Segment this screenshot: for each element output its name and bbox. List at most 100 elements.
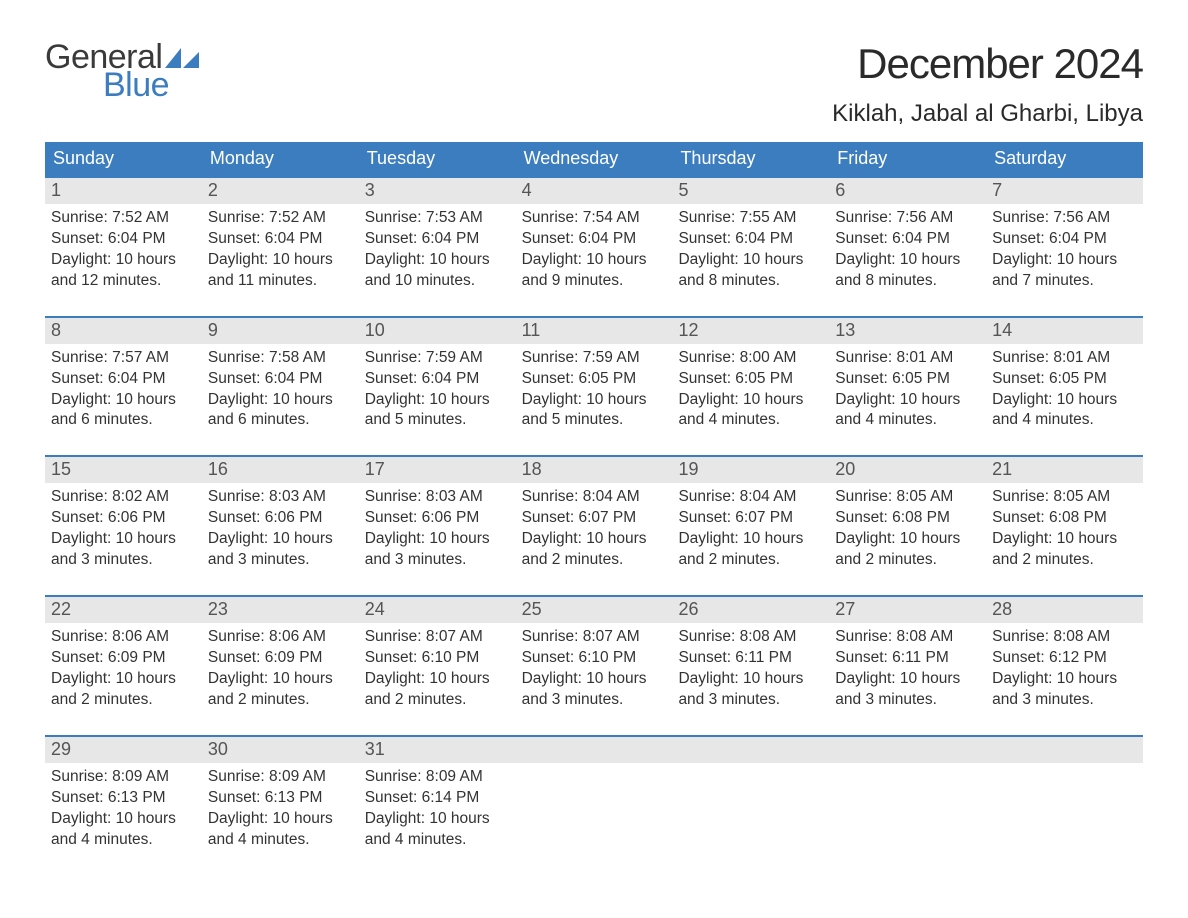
- calendar-day: 31Sunrise: 8:09 AMSunset: 6:14 PMDayligh…: [359, 737, 516, 857]
- day-body: Sunrise: 7:52 AMSunset: 6:04 PMDaylight:…: [45, 204, 202, 298]
- day-number-row: 11: [516, 318, 673, 344]
- day-number-row: 16: [202, 457, 359, 483]
- day-number: 6: [829, 178, 986, 204]
- day-daylight1: Daylight: 10 hours: [51, 809, 196, 830]
- calendar-day: 29Sunrise: 8:09 AMSunset: 6:13 PMDayligh…: [45, 737, 202, 857]
- day-sunset: Sunset: 6:04 PM: [365, 229, 510, 250]
- day-daylight2: and 6 minutes.: [51, 410, 196, 431]
- day-daylight2: and 4 minutes.: [365, 830, 510, 851]
- day-number-row: 24: [359, 597, 516, 623]
- day-daylight1: Daylight: 10 hours: [522, 529, 667, 550]
- day-daylight1: Daylight: 10 hours: [992, 390, 1137, 411]
- day-daylight2: and 4 minutes.: [678, 410, 823, 431]
- day-sunrise: Sunrise: 8:06 AM: [51, 627, 196, 648]
- day-number: 17: [359, 457, 516, 483]
- day-daylight2: and 5 minutes.: [365, 410, 510, 431]
- calendar-day: 14Sunrise: 8:01 AMSunset: 6:05 PMDayligh…: [986, 318, 1143, 438]
- day-number-row: 6: [829, 178, 986, 204]
- day-daylight1: Daylight: 10 hours: [678, 669, 823, 690]
- day-number-row: 25: [516, 597, 673, 623]
- day-sunrise: Sunrise: 8:09 AM: [51, 767, 196, 788]
- day-number: 29: [45, 737, 202, 763]
- day-number-row: 20: [829, 457, 986, 483]
- day-sunset: Sunset: 6:04 PM: [51, 369, 196, 390]
- day-daylight1: Daylight: 10 hours: [365, 250, 510, 271]
- calendar-day: 0: [986, 737, 1143, 857]
- calendar-day: 3Sunrise: 7:53 AMSunset: 6:04 PMDaylight…: [359, 178, 516, 298]
- day-number: 4: [516, 178, 673, 204]
- calendar-day: 13Sunrise: 8:01 AMSunset: 6:05 PMDayligh…: [829, 318, 986, 438]
- day-number: 2: [202, 178, 359, 204]
- day-sunrise: Sunrise: 8:01 AM: [992, 348, 1137, 369]
- day-number: 5: [672, 178, 829, 204]
- calendar-day: 25Sunrise: 8:07 AMSunset: 6:10 PMDayligh…: [516, 597, 673, 717]
- day-body: Sunrise: 8:05 AMSunset: 6:08 PMDaylight:…: [986, 483, 1143, 577]
- dow-monday: Monday: [202, 142, 359, 176]
- dow-saturday: Saturday: [986, 142, 1143, 176]
- calendar-day: 19Sunrise: 8:04 AMSunset: 6:07 PMDayligh…: [672, 457, 829, 577]
- calendar-day: 20Sunrise: 8:05 AMSunset: 6:08 PMDayligh…: [829, 457, 986, 577]
- day-sunset: Sunset: 6:04 PM: [365, 369, 510, 390]
- day-daylight1: Daylight: 10 hours: [522, 669, 667, 690]
- day-body: Sunrise: 8:01 AMSunset: 6:05 PMDaylight:…: [829, 344, 986, 438]
- day-sunrise: Sunrise: 8:03 AM: [208, 487, 353, 508]
- calendar-week: 1Sunrise: 7:52 AMSunset: 6:04 PMDaylight…: [45, 176, 1143, 298]
- calendar-day: 11Sunrise: 7:59 AMSunset: 6:05 PMDayligh…: [516, 318, 673, 438]
- day-sunset: Sunset: 6:04 PM: [51, 229, 196, 250]
- day-daylight2: and 3 minutes.: [208, 550, 353, 571]
- day-body: Sunrise: 8:08 AMSunset: 6:11 PMDaylight:…: [672, 623, 829, 717]
- day-daylight1: Daylight: 10 hours: [678, 390, 823, 411]
- day-sunset: Sunset: 6:13 PM: [208, 788, 353, 809]
- day-sunrise: Sunrise: 7:53 AM: [365, 208, 510, 229]
- day-number: 11: [516, 318, 673, 344]
- day-body: Sunrise: 8:08 AMSunset: 6:11 PMDaylight:…: [829, 623, 986, 717]
- day-number: 13: [829, 318, 986, 344]
- day-body: Sunrise: 8:07 AMSunset: 6:10 PMDaylight:…: [359, 623, 516, 717]
- day-sunrise: Sunrise: 7:55 AM: [678, 208, 823, 229]
- day-daylight2: and 9 minutes.: [522, 271, 667, 292]
- day-sunset: Sunset: 6:08 PM: [835, 508, 980, 529]
- day-body: Sunrise: 7:59 AMSunset: 6:04 PMDaylight:…: [359, 344, 516, 438]
- day-sunrise: Sunrise: 8:05 AM: [835, 487, 980, 508]
- brand-logo: General Blue: [45, 40, 199, 102]
- calendar-day: 6Sunrise: 7:56 AMSunset: 6:04 PMDaylight…: [829, 178, 986, 298]
- calendar-day: 22Sunrise: 8:06 AMSunset: 6:09 PMDayligh…: [45, 597, 202, 717]
- day-number: 1: [45, 178, 202, 204]
- day-sunset: Sunset: 6:05 PM: [992, 369, 1137, 390]
- day-daylight2: and 3 minutes.: [522, 690, 667, 711]
- day-daylight2: and 4 minutes.: [208, 830, 353, 851]
- day-sunset: Sunset: 6:11 PM: [678, 648, 823, 669]
- day-body: Sunrise: 7:59 AMSunset: 6:05 PMDaylight:…: [516, 344, 673, 438]
- day-daylight2: and 2 minutes.: [522, 550, 667, 571]
- day-daylight1: Daylight: 10 hours: [522, 250, 667, 271]
- day-daylight1: Daylight: 10 hours: [992, 250, 1137, 271]
- dow-thursday: Thursday: [672, 142, 829, 176]
- calendar-week: 15Sunrise: 8:02 AMSunset: 6:06 PMDayligh…: [45, 455, 1143, 577]
- day-number-row: 15: [45, 457, 202, 483]
- day-number: 20: [829, 457, 986, 483]
- day-daylight2: and 8 minutes.: [835, 271, 980, 292]
- day-sunset: Sunset: 6:04 PM: [678, 229, 823, 250]
- calendar-day: 16Sunrise: 8:03 AMSunset: 6:06 PMDayligh…: [202, 457, 359, 577]
- day-daylight1: Daylight: 10 hours: [208, 250, 353, 271]
- day-daylight2: and 7 minutes.: [992, 271, 1137, 292]
- calendar-day: 4Sunrise: 7:54 AMSunset: 6:04 PMDaylight…: [516, 178, 673, 298]
- calendar-day: 2Sunrise: 7:52 AMSunset: 6:04 PMDaylight…: [202, 178, 359, 298]
- day-daylight1: Daylight: 10 hours: [992, 669, 1137, 690]
- day-sunset: Sunset: 6:09 PM: [51, 648, 196, 669]
- day-sunset: Sunset: 6:09 PM: [208, 648, 353, 669]
- day-body: Sunrise: 8:06 AMSunset: 6:09 PMDaylight:…: [45, 623, 202, 717]
- day-daylight1: Daylight: 10 hours: [835, 669, 980, 690]
- day-body: Sunrise: 7:53 AMSunset: 6:04 PMDaylight:…: [359, 204, 516, 298]
- day-number: 25: [516, 597, 673, 623]
- day-number: 24: [359, 597, 516, 623]
- day-sunrise: Sunrise: 8:09 AM: [208, 767, 353, 788]
- day-body: Sunrise: 7:56 AMSunset: 6:04 PMDaylight:…: [829, 204, 986, 298]
- calendar: Sunday Monday Tuesday Wednesday Thursday…: [45, 142, 1143, 856]
- calendar-day: 1Sunrise: 7:52 AMSunset: 6:04 PMDaylight…: [45, 178, 202, 298]
- day-number-row: 4: [516, 178, 673, 204]
- day-sunset: Sunset: 6:10 PM: [522, 648, 667, 669]
- dow-tuesday: Tuesday: [359, 142, 516, 176]
- day-sunset: Sunset: 6:07 PM: [522, 508, 667, 529]
- day-number-row: 30: [202, 737, 359, 763]
